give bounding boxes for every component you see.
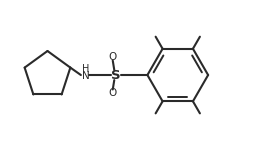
Text: N: N: [81, 71, 89, 81]
Text: S: S: [111, 69, 121, 81]
Text: O: O: [109, 88, 117, 98]
Text: H: H: [82, 65, 89, 75]
Text: O: O: [109, 52, 117, 62]
